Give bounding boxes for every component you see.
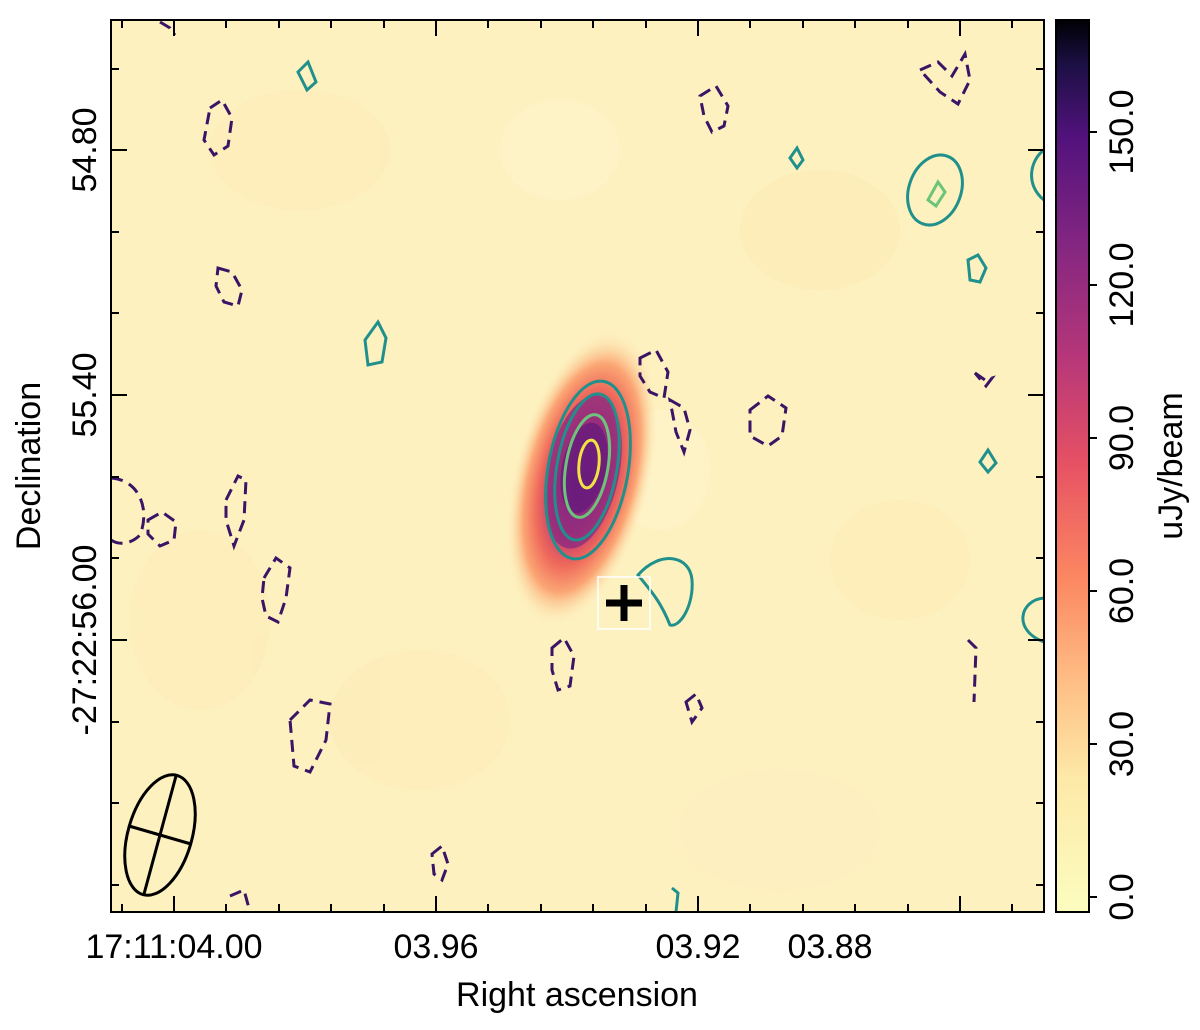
colorbar-title: uJy/beam	[1152, 392, 1190, 539]
y-axis-title: Declination	[10, 382, 48, 550]
x-axis-title: Right ascension	[456, 976, 698, 1014]
contour-noise	[363, 319, 388, 367]
colorbar-tick-label: 150.0	[1103, 89, 1141, 174]
contour-noise	[788, 145, 805, 171]
contour-mid	[562, 413, 612, 519]
x-tick-labels: 17:11:04.00 03.96 03.92 03.88	[85, 928, 872, 966]
contour-outer	[544, 379, 632, 561]
contour-noise	[1021, 596, 1044, 644]
contour-noise	[636, 557, 694, 627]
negative-contours	[111, 20, 996, 912]
y-tick-label: 55.40	[66, 352, 104, 437]
y-tick-label: -27:22:56.00	[66, 545, 104, 736]
colorbar-tick-label: 120.0	[1103, 242, 1141, 327]
contour-noise	[296, 59, 318, 93]
colorbar-tick-label: 90.0	[1103, 405, 1141, 471]
contour-noise	[671, 886, 680, 912]
colorbar-tick-label: 30.0	[1103, 711, 1141, 777]
colorbar: 0.0 30.0 60.0 90.0 120.0 150.0 uJy/beam	[1055, 19, 1190, 921]
colorbar-tick-label: 0.0	[1103, 873, 1141, 920]
position-marker	[597, 576, 651, 630]
x-tick-label: 03.88	[787, 928, 872, 966]
contour-noise	[978, 447, 998, 475]
beam-ellipse	[123, 773, 197, 897]
y-tick-label: 54.80	[66, 107, 104, 192]
x-tick-label: 17:11:04.00	[85, 928, 262, 966]
contour-noise	[926, 179, 947, 209]
y-tick-labels: 54.80 55.40 -27:22:56.00	[66, 107, 104, 735]
contour-inner	[577, 438, 601, 490]
positive-contours	[296, 59, 1044, 912]
radio-source	[506, 331, 658, 625]
x-tick-label: 03.92	[655, 928, 740, 966]
colorbar-gradient	[1055, 19, 1090, 913]
plot-frame	[110, 19, 1045, 913]
contour-outer-2	[553, 392, 621, 542]
contour-noise	[966, 253, 988, 284]
contour-noise	[906, 153, 964, 227]
axis-ticks	[111, 20, 1044, 912]
contour-noise	[1030, 148, 1044, 202]
marker-box	[597, 576, 651, 630]
background-noise	[130, 90, 970, 890]
x-tick-label: 03.96	[393, 928, 478, 966]
colorbar-tick-label: 60.0	[1103, 558, 1141, 624]
